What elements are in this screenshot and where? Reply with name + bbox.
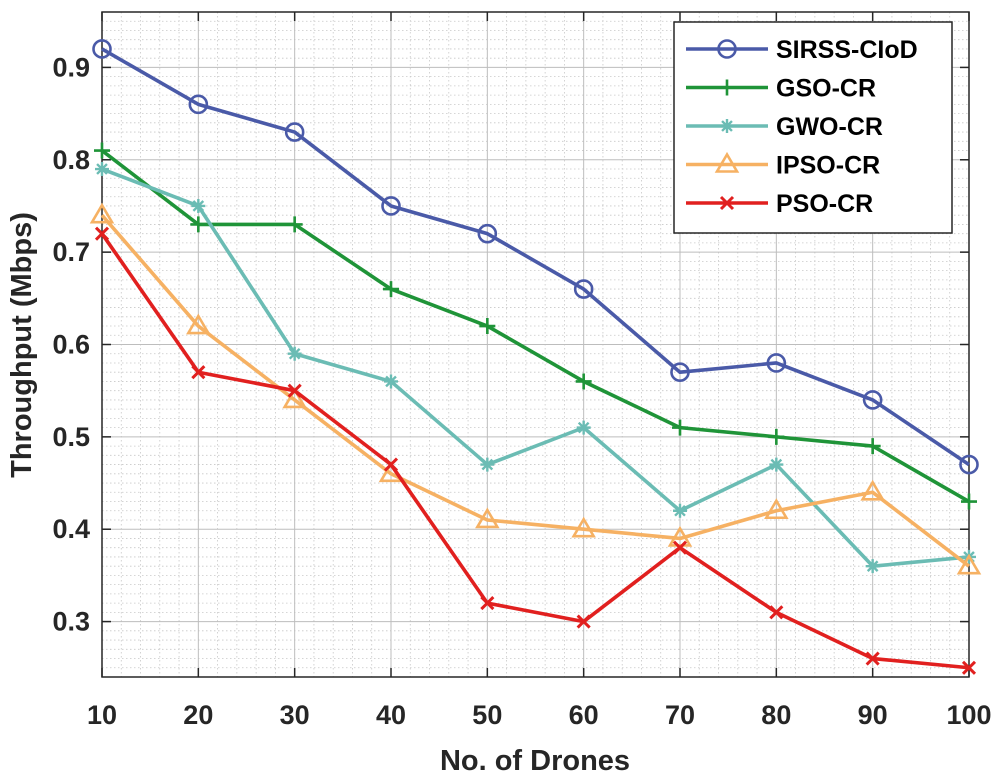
series-gso-cr: [94, 142, 977, 510]
y-tick-label: 0.9: [52, 52, 90, 82]
x-tick-label: 20: [183, 700, 213, 730]
data-point: [284, 122, 305, 142]
legend-entry: SIRSS-CIoD: [686, 36, 918, 64]
data-point: [92, 39, 112, 59]
data-point: [190, 216, 207, 233]
data-point: [94, 226, 110, 241]
series-line: [101, 167, 970, 568]
data-point: [959, 454, 979, 475]
data-point: [860, 479, 885, 501]
data-point: [768, 428, 785, 445]
y-tick-labels: 0.3 0.4 0.5 0.6 0.7 0.8 0.9: [52, 52, 90, 636]
data-point: [573, 279, 594, 299]
data-point: [186, 313, 211, 335]
series-line: [100, 149, 970, 504]
x-tick-label: 90: [858, 700, 888, 730]
legend: SIRSS-CIoD GSO-CR GWO-CR IPSO-CR PSO-CR: [673, 21, 953, 234]
y-tick-label: 0.5: [52, 422, 90, 452]
series-line: [101, 47, 971, 467]
data-point: [769, 457, 784, 472]
x-tick-labels: 10 20 30 40 50 60 70 80 90 100: [87, 700, 992, 730]
series-pso-cr: [94, 226, 977, 675]
legend-entry: GSO-CR: [686, 75, 876, 103]
x-tick-label: 40: [376, 700, 406, 730]
data-point: [956, 553, 982, 575]
data-point: [383, 457, 399, 472]
data-point: [672, 540, 688, 555]
legend-marker: [719, 79, 735, 96]
legend-entry: GWO-CR: [686, 113, 883, 141]
data-point: [475, 507, 500, 529]
data-point: [94, 142, 110, 159]
x-tick-label: 10: [87, 700, 117, 730]
x-tick-label: 60: [569, 700, 599, 730]
data-point: [571, 516, 596, 538]
data-point: [764, 498, 789, 520]
data-point: [667, 525, 693, 547]
data-point: [865, 559, 880, 574]
legend-label: GWO-CR: [776, 113, 883, 141]
data-point: [384, 374, 398, 389]
x-tick-label: 50: [472, 700, 502, 730]
series-gwo-cr: [95, 162, 976, 574]
legend-marker: [720, 119, 734, 133]
x-axis-label: No. of Drones: [440, 745, 630, 777]
data-point: [865, 651, 880, 666]
legend-marker: [714, 151, 740, 173]
data-point: [89, 202, 115, 224]
legend-entry: PSO-CR: [686, 190, 873, 218]
legend-entry: IPSO-CR: [686, 152, 880, 180]
y-tick-label: 0.8: [52, 145, 90, 175]
x-tick-label: 100: [946, 700, 991, 730]
data-point: [575, 373, 592, 390]
y-tick-label: 0.3: [52, 607, 90, 637]
data-point: [381, 196, 401, 216]
data-point: [670, 362, 690, 383]
data-point: [673, 503, 687, 518]
series-line: [100, 214, 971, 568]
y-axis-label: Throughput (Mbps): [6, 212, 38, 478]
data-point: [672, 419, 688, 436]
data-point: [191, 365, 206, 380]
data-point: [864, 438, 881, 455]
legend-label: SIRSS-CIoD: [776, 36, 918, 64]
legend-marker: [719, 195, 735, 211]
data-point: [477, 223, 498, 244]
series-sirss-ciod: [92, 39, 979, 475]
data-point: [282, 387, 307, 409]
data-point: [766, 353, 787, 373]
data-point: [480, 457, 495, 472]
legend-label: GSO-CR: [776, 75, 876, 103]
y-tick-label: 0.7: [52, 237, 90, 267]
data-point: [95, 162, 109, 177]
y-tick-label: 0.6: [52, 330, 90, 360]
legend-marker: [717, 39, 737, 59]
data-point: [383, 281, 399, 298]
data-point: [769, 605, 784, 620]
x-tick-label: 30: [280, 700, 310, 730]
y-tick-label: 0.4: [52, 514, 90, 544]
data-point: [862, 390, 883, 410]
data-point: [188, 94, 209, 115]
series-line: [100, 232, 970, 670]
data-point: [961, 660, 977, 675]
series-layer: [89, 39, 982, 675]
data-point: [961, 493, 977, 510]
data-point: [480, 596, 495, 611]
x-tick-label: 70: [665, 700, 695, 730]
data-point: [479, 318, 496, 335]
data-point: [191, 198, 206, 213]
x-tick-label: 80: [761, 700, 791, 730]
data-point: [576, 614, 591, 629]
legend-label: PSO-CR: [776, 190, 873, 218]
legend-label: IPSO-CR: [776, 152, 880, 180]
data-point: [286, 216, 303, 233]
data-point: [287, 346, 302, 361]
data-point: [576, 420, 591, 435]
data-point: [287, 383, 302, 398]
